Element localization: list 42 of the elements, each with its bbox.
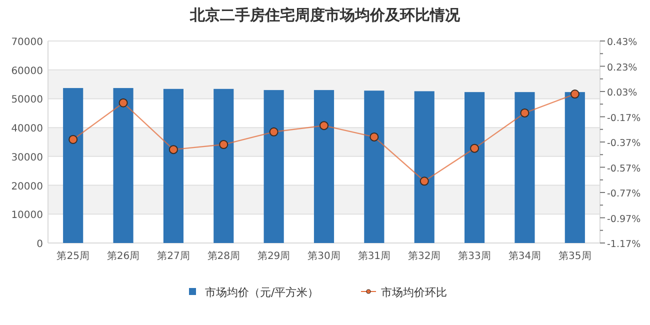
y-tick-label: 20000 [11,181,43,192]
point [68,134,78,144]
point [320,121,328,130]
x-tick-label: 第31周 [358,250,391,262]
y2-tick-label: -0.57% [607,163,641,174]
point [168,145,178,154]
y-tick-label: 50000 [11,94,43,106]
y2-tick-label: 0.23% [607,62,638,74]
x-tick-label: 第35周 [558,250,592,262]
point [269,127,278,136]
legend-label: 市场均价环比 [381,286,447,299]
x-tick-label: 第30周 [308,250,340,262]
x-tick-label: 第32周 [408,250,441,262]
y2-tick-label: -0.17% [607,112,641,124]
x-tick-label: 第26周 [106,250,140,262]
x-tick-label: 第25周 [56,250,90,262]
y-tick-label: 30000 [11,152,43,164]
point [219,140,228,150]
y2-tick-label: -0.37% [607,138,641,149]
point [520,108,530,118]
x-tick-label: 第29周 [257,250,290,262]
x-tick-label: 第28周 [207,250,240,262]
y-tick-label: 40000 [11,124,43,135]
chart-title: 北京二手房住宅周度市场均价及环比情况 [189,6,461,24]
y-tick-label: 0 [36,239,43,250]
point [118,98,128,108]
x-tick-label: 第27周 [157,250,190,262]
point [420,176,429,186]
point [370,132,379,142]
y2-tick-label: -0.77% [607,188,641,200]
y-tick-label: 60000 [11,66,43,77]
x-tick-label: 第33周 [458,250,491,262]
y2-tick-label: -1.17% [607,239,641,250]
y2-tick-label: -0.97% [607,214,641,225]
x-tick-label: 第34周 [508,250,542,262]
y2-tick-label: 0.43% [607,37,638,48]
legend-label: 市场均价（元/平方米） [205,286,319,299]
y2-tick-label: 0.03% [607,88,638,98]
y-tick-label: 70000 [11,37,43,48]
point [570,90,580,99]
point [470,144,480,153]
y-tick-label: 10000 [11,210,43,222]
